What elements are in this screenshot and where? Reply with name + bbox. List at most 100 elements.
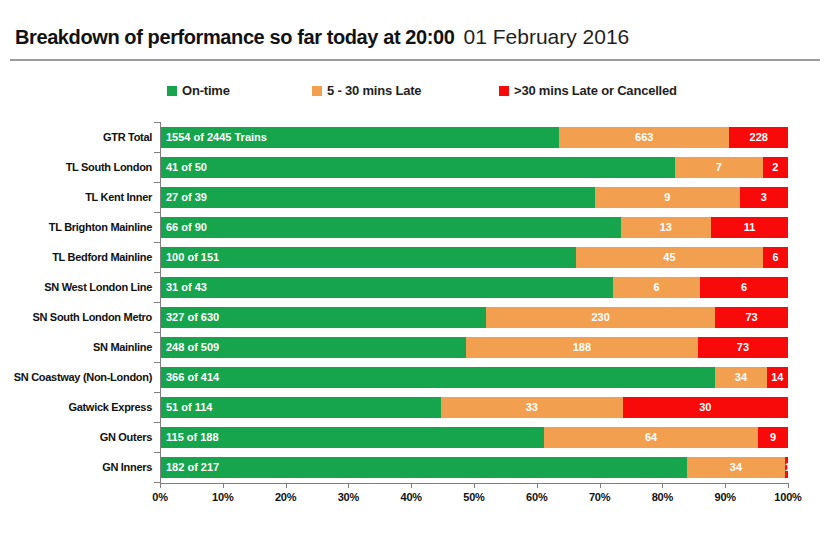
x-tick-label: 20% [275, 491, 296, 503]
x-tick [348, 484, 349, 488]
bar-segment-ontime: 327 of 630 [160, 307, 486, 328]
bar-value-label: 30 [623, 397, 788, 418]
bar-value-label: 31 of 43 [166, 277, 207, 298]
bar-track: 182 of 217341 [160, 457, 788, 478]
bar-segment-ontime: 51 of 114 [160, 397, 441, 418]
category-label: Gatwick Express [0, 401, 160, 413]
x-tick [286, 484, 287, 488]
bar-track: 248 of 509 18873 [160, 337, 788, 358]
bar-value-label: 73 [698, 337, 788, 358]
x-tick [600, 484, 601, 488]
x-tick [223, 484, 224, 488]
category-label: TL Brighton Mainline [0, 221, 160, 233]
bar-value-label: 248 of 509 [166, 337, 219, 358]
bar-track: 66 of 90 1311 [160, 217, 788, 238]
bar-value-label: 1 [785, 457, 788, 478]
bar-value-label: 11 [711, 217, 788, 238]
category-tick [154, 332, 160, 333]
category-tick [154, 392, 160, 393]
x-tick-label: 40% [400, 491, 421, 503]
category-tick [154, 302, 160, 303]
bar-value-label: 14 [767, 367, 788, 388]
legend-swatch-icon [167, 86, 177, 96]
bar-segment-ontime: 1554 of 2445 Trains [160, 127, 559, 148]
bar-value-label: 188 [466, 337, 698, 358]
bar-segment-late-over-30-or-cancelled: 73 [698, 337, 788, 358]
chart-row: SN South London Metro327 of 63023073 [0, 302, 788, 332]
bar-segment-late-over-30-or-cancelled: 6 [763, 247, 788, 268]
bar-segment-late-over-30-or-cancelled: 2 [763, 157, 788, 178]
bar-track: 115 of 188 649 [160, 427, 788, 448]
x-tick [725, 484, 726, 488]
bar-track: 327 of 630 23073 [160, 307, 788, 328]
x-axis-ticks: 0%10%20%30%40%50%60%70%80%90%100% [160, 483, 788, 507]
chart-row: SN Mainline248 of 50918873 [0, 332, 788, 362]
chart-row: TL Brighton Mainline 66 of 90 1311 [0, 212, 788, 242]
bar-value-label: 9 [758, 427, 788, 448]
x-tick-label: 70% [589, 491, 610, 503]
bar-segment-ontime: 366 of 414 [160, 367, 715, 388]
bar-value-label: 366 of 414 [166, 367, 219, 388]
bar-segment-ontime: 66 of 90 [160, 217, 621, 238]
x-tick-label: 90% [714, 491, 735, 503]
bar-segment-late-5-30: 6 [613, 277, 701, 298]
bar-track: 51 of 114 3330 [160, 397, 788, 418]
chart-row: Gatwick Express 51 of 114 3330 [0, 392, 788, 422]
bar-segment-late-5-30: 663 [559, 127, 729, 148]
chart-row: SN West London Line31 of 4366 [0, 272, 788, 302]
bar-segment-late-over-30-or-cancelled: 11 [711, 217, 788, 238]
bar-segment-late-5-30: 64 [544, 427, 758, 448]
x-tick [788, 484, 789, 488]
bar-value-label: 6 [613, 277, 701, 298]
chart-row: GN Outers 115 of 188 649 [0, 422, 788, 452]
bar-value-label: 27 of 39 [166, 187, 207, 208]
title-underline [10, 59, 820, 61]
category-tick [154, 182, 160, 183]
legend-label: >30 mins Late or Cancelled [514, 83, 677, 98]
category-tick [154, 452, 160, 453]
x-tick-label: 80% [652, 491, 673, 503]
bar-segment-late-over-30-or-cancelled: 14 [767, 367, 788, 388]
category-tick [154, 152, 160, 153]
category-label: TL Kent Inner [0, 191, 160, 203]
chart-row: GTR Total1554 of 2445 Trains663228 [0, 122, 788, 152]
legend-label: 5 - 30 mins Late [327, 83, 421, 98]
bar-segment-ontime: 31 of 43 [160, 277, 613, 298]
bar-value-label: 1554 of 2445 Trains [166, 127, 267, 148]
x-tick-label: 30% [338, 491, 359, 503]
bar-value-label: 327 of 630 [166, 307, 219, 328]
bar-value-label: 64 [544, 427, 758, 448]
bar-segment-late-over-30-or-cancelled: 1 [785, 457, 788, 478]
category-label: GN Inners [0, 461, 160, 473]
category-tick [154, 272, 160, 273]
chart-row: TL South London41 of 5072 [0, 152, 788, 182]
bar-segment-late-5-30: 230 [486, 307, 715, 328]
x-tick-label: 60% [526, 491, 547, 503]
bar-value-label: 51 of 114 [166, 397, 212, 418]
bar-value-label: 33 [441, 397, 623, 418]
x-tick [662, 484, 663, 488]
category-label: TL Bedford Mainline [0, 251, 160, 263]
bar-value-label: 9 [595, 187, 740, 208]
legend-item-1: 5 - 30 mins Late [312, 83, 421, 98]
bar-segment-ontime: 115 of 188 [160, 427, 544, 448]
category-tick [154, 242, 160, 243]
bar-value-label: 13 [621, 217, 712, 238]
bar-value-label: 66 of 90 [166, 217, 207, 238]
category-label: GN Outers [0, 431, 160, 443]
bar-segment-late-5-30: 34 [715, 367, 767, 388]
bar-value-label: 2 [763, 157, 788, 178]
category-label: SN West London Line [0, 281, 160, 293]
category-label: TL South London [0, 161, 160, 173]
bar-value-label: 45 [576, 247, 763, 268]
bar-track: 100 of 151456 [160, 247, 788, 268]
chart-plot-area: GTR Total1554 of 2445 Trains663228TL Sou… [0, 122, 788, 482]
bar-value-label: 115 of 188 [166, 427, 219, 448]
bar-segment-late-5-30: 13 [621, 217, 712, 238]
bar-segment-late-5-30: 9 [595, 187, 740, 208]
category-label: SN Coastway (Non-London) [0, 371, 160, 383]
legend-label: On-time [182, 83, 230, 98]
bar-value-label: 73 [715, 307, 788, 328]
bar-value-label: 663 [559, 127, 729, 148]
bar-segment-late-5-30: 188 [466, 337, 698, 358]
